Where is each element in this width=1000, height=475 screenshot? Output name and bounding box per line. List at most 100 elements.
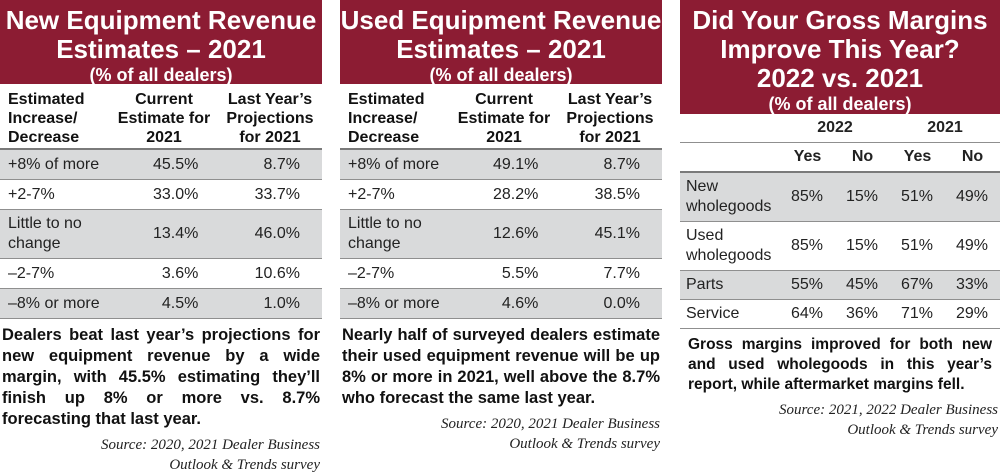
row-last: 8.7% <box>603 155 640 173</box>
cell: 29% <box>955 305 988 322</box>
panel-title: Did Your Gross Margins Improve This Year… <box>680 0 1000 114</box>
source-note: Source: 2020, 2021 Dealer Business Outlo… <box>340 414 662 454</box>
no-2022: No <box>851 148 874 165</box>
panel-caption: Gross margins improved for both new and … <box>688 336 992 393</box>
row-current: 3.6% <box>161 264 199 282</box>
source-line-1: Source: 2021, 2022 Dealer Business <box>779 402 998 418</box>
panel-caption: Dealers beat last year’s projections for… <box>2 326 320 428</box>
header-current: Current Estimate for 2021 <box>457 91 551 146</box>
header-last: Last Year’s Projections for 2021 <box>226 91 314 146</box>
cell: 51% <box>900 188 933 205</box>
title-line-1: Used Equipment Revenue <box>340 5 662 35</box>
source-line-2: Outlook & Trends survey <box>509 436 660 452</box>
row-current: 4.6% <box>501 294 539 312</box>
table-row: –2-7% 5.5% 7.7% <box>340 259 662 289</box>
table-row: +8% of more 49.1% 8.7% <box>340 150 662 180</box>
title-subtitle: (% of all dealers) <box>768 94 912 114</box>
header-last: Last Year’s Projections for 2021 <box>566 91 654 146</box>
row-current: 5.5% <box>501 264 539 282</box>
no-2021: No <box>961 148 984 165</box>
row-last: 46.0% <box>254 225 300 242</box>
header-current: Current Estimate for 2021 <box>117 91 211 146</box>
row-current: 28.2% <box>492 185 539 203</box>
table-row: +8% of more 45.5% 8.7% <box>0 150 322 180</box>
title-subtitle: (% of all dealers) <box>89 65 233 85</box>
cell: 64% <box>790 305 823 322</box>
cell: 55% <box>790 276 823 293</box>
cell: 49% <box>955 237 988 254</box>
row-label: Little to no change <box>348 215 422 252</box>
source-line-1: Source: 2020, 2021 Dealer Business <box>101 437 320 453</box>
title-subtitle: (% of all dealers) <box>429 65 573 85</box>
source-line-2: Outlook & Trends survey <box>169 457 320 473</box>
header-range: Estimated Increase/ Decrease <box>348 91 425 146</box>
row-label: –8% or more <box>8 294 100 312</box>
row-label: –2-7% <box>348 264 395 282</box>
panel-caption: Nearly half of surveyed dealers estimate… <box>342 326 660 407</box>
yesno-header-row: Yes No Yes No <box>680 143 1000 173</box>
row-label: +8% of more <box>348 155 440 173</box>
panel-title: New Equipment Revenue Estimates – 2021 (… <box>0 0 322 85</box>
table-row: Parts 55% 45% 67% 33% <box>680 271 1000 300</box>
row-label: –8% or more <box>348 294 440 312</box>
table-row: +2-7% 33.0% 33.7% <box>0 180 322 210</box>
row-current: 13.4% <box>152 225 199 242</box>
row-label: –2-7% <box>8 264 55 282</box>
table-row: Used wholegoods 85% 15% 51% 49% <box>680 222 1000 271</box>
source-line-1: Source: 2020, 2021 Dealer Business <box>441 416 660 432</box>
table-row: New wholegoods 85% 15% 51% 49% <box>680 173 1000 222</box>
table-row: –8% or more 4.5% 1.0% <box>0 289 322 319</box>
row-last: 8.7% <box>263 155 300 173</box>
row-current: 49.1% <box>492 155 539 173</box>
row-label: +2-7% <box>348 185 395 203</box>
source-line-2: Outlook & Trends survey <box>847 422 998 438</box>
table-row: Little to no change 12.6% 45.1% <box>340 210 662 259</box>
year-header-row: 2022 2021 <box>680 114 1000 143</box>
row-last: 7.7% <box>603 264 640 282</box>
title-line-2: Improve This Year? <box>720 34 960 64</box>
cell: 85% <box>790 237 823 254</box>
row-label: Used wholegoods <box>686 227 772 264</box>
row-current: 4.5% <box>161 294 199 312</box>
cell: 71% <box>900 305 933 322</box>
row-label: Parts <box>686 276 724 293</box>
cell: 15% <box>845 188 878 205</box>
row-label: New wholegoods <box>686 178 772 215</box>
year-2021: 2021 <box>927 119 963 136</box>
title-line-2: Estimates – 2021 <box>396 34 606 64</box>
cell: 15% <box>845 237 878 254</box>
year-2022: 2022 <box>817 119 853 136</box>
table-row: –8% or more 4.6% 0.0% <box>340 289 662 319</box>
row-last: 45.1% <box>594 225 640 242</box>
cell: 49% <box>955 188 988 205</box>
title-line-1: New Equipment Revenue <box>5 5 317 35</box>
new-equipment-panel: New Equipment Revenue Estimates – 2021 (… <box>0 0 322 475</box>
row-last: 38.5% <box>594 185 640 203</box>
row-label: +2-7% <box>8 185 55 203</box>
table-row: +2-7% 28.2% 38.5% <box>340 180 662 210</box>
title-line-2: Estimates – 2021 <box>56 34 266 64</box>
source-note: Source: 2020, 2021 Dealer Business Outlo… <box>0 435 322 475</box>
table-row: –2-7% 3.6% 10.6% <box>0 259 322 289</box>
used-equipment-panel: Used Equipment Revenue Estimates – 2021 … <box>340 0 662 454</box>
yes-2021: Yes <box>903 148 932 165</box>
cell: 33% <box>955 276 988 293</box>
title-line-1: Did Your Gross Margins <box>692 5 988 35</box>
row-last: 33.7% <box>254 185 300 203</box>
cell: 51% <box>900 237 933 254</box>
cell: 67% <box>900 276 933 293</box>
panel-title: Used Equipment Revenue Estimates – 2021 … <box>340 0 662 85</box>
title-line-3: 2022 vs. 2021 <box>756 63 924 93</box>
row-last: 10.6% <box>254 264 300 282</box>
source-note: Source: 2021, 2022 Dealer Business Outlo… <box>680 400 1000 440</box>
row-current: 45.5% <box>152 155 199 173</box>
table-row: Little to no change 13.4% 46.0% <box>0 210 322 259</box>
header-range: Estimated Increase/ Decrease <box>8 91 85 146</box>
table-row: Service 64% 36% 71% 29% <box>680 300 1000 329</box>
row-last: 0.0% <box>603 294 640 312</box>
row-current: 12.6% <box>492 225 539 242</box>
cell: 36% <box>845 305 878 322</box>
yes-2022: Yes <box>793 148 822 165</box>
row-last: 1.0% <box>263 294 300 312</box>
row-label: Little to no change <box>8 215 82 252</box>
